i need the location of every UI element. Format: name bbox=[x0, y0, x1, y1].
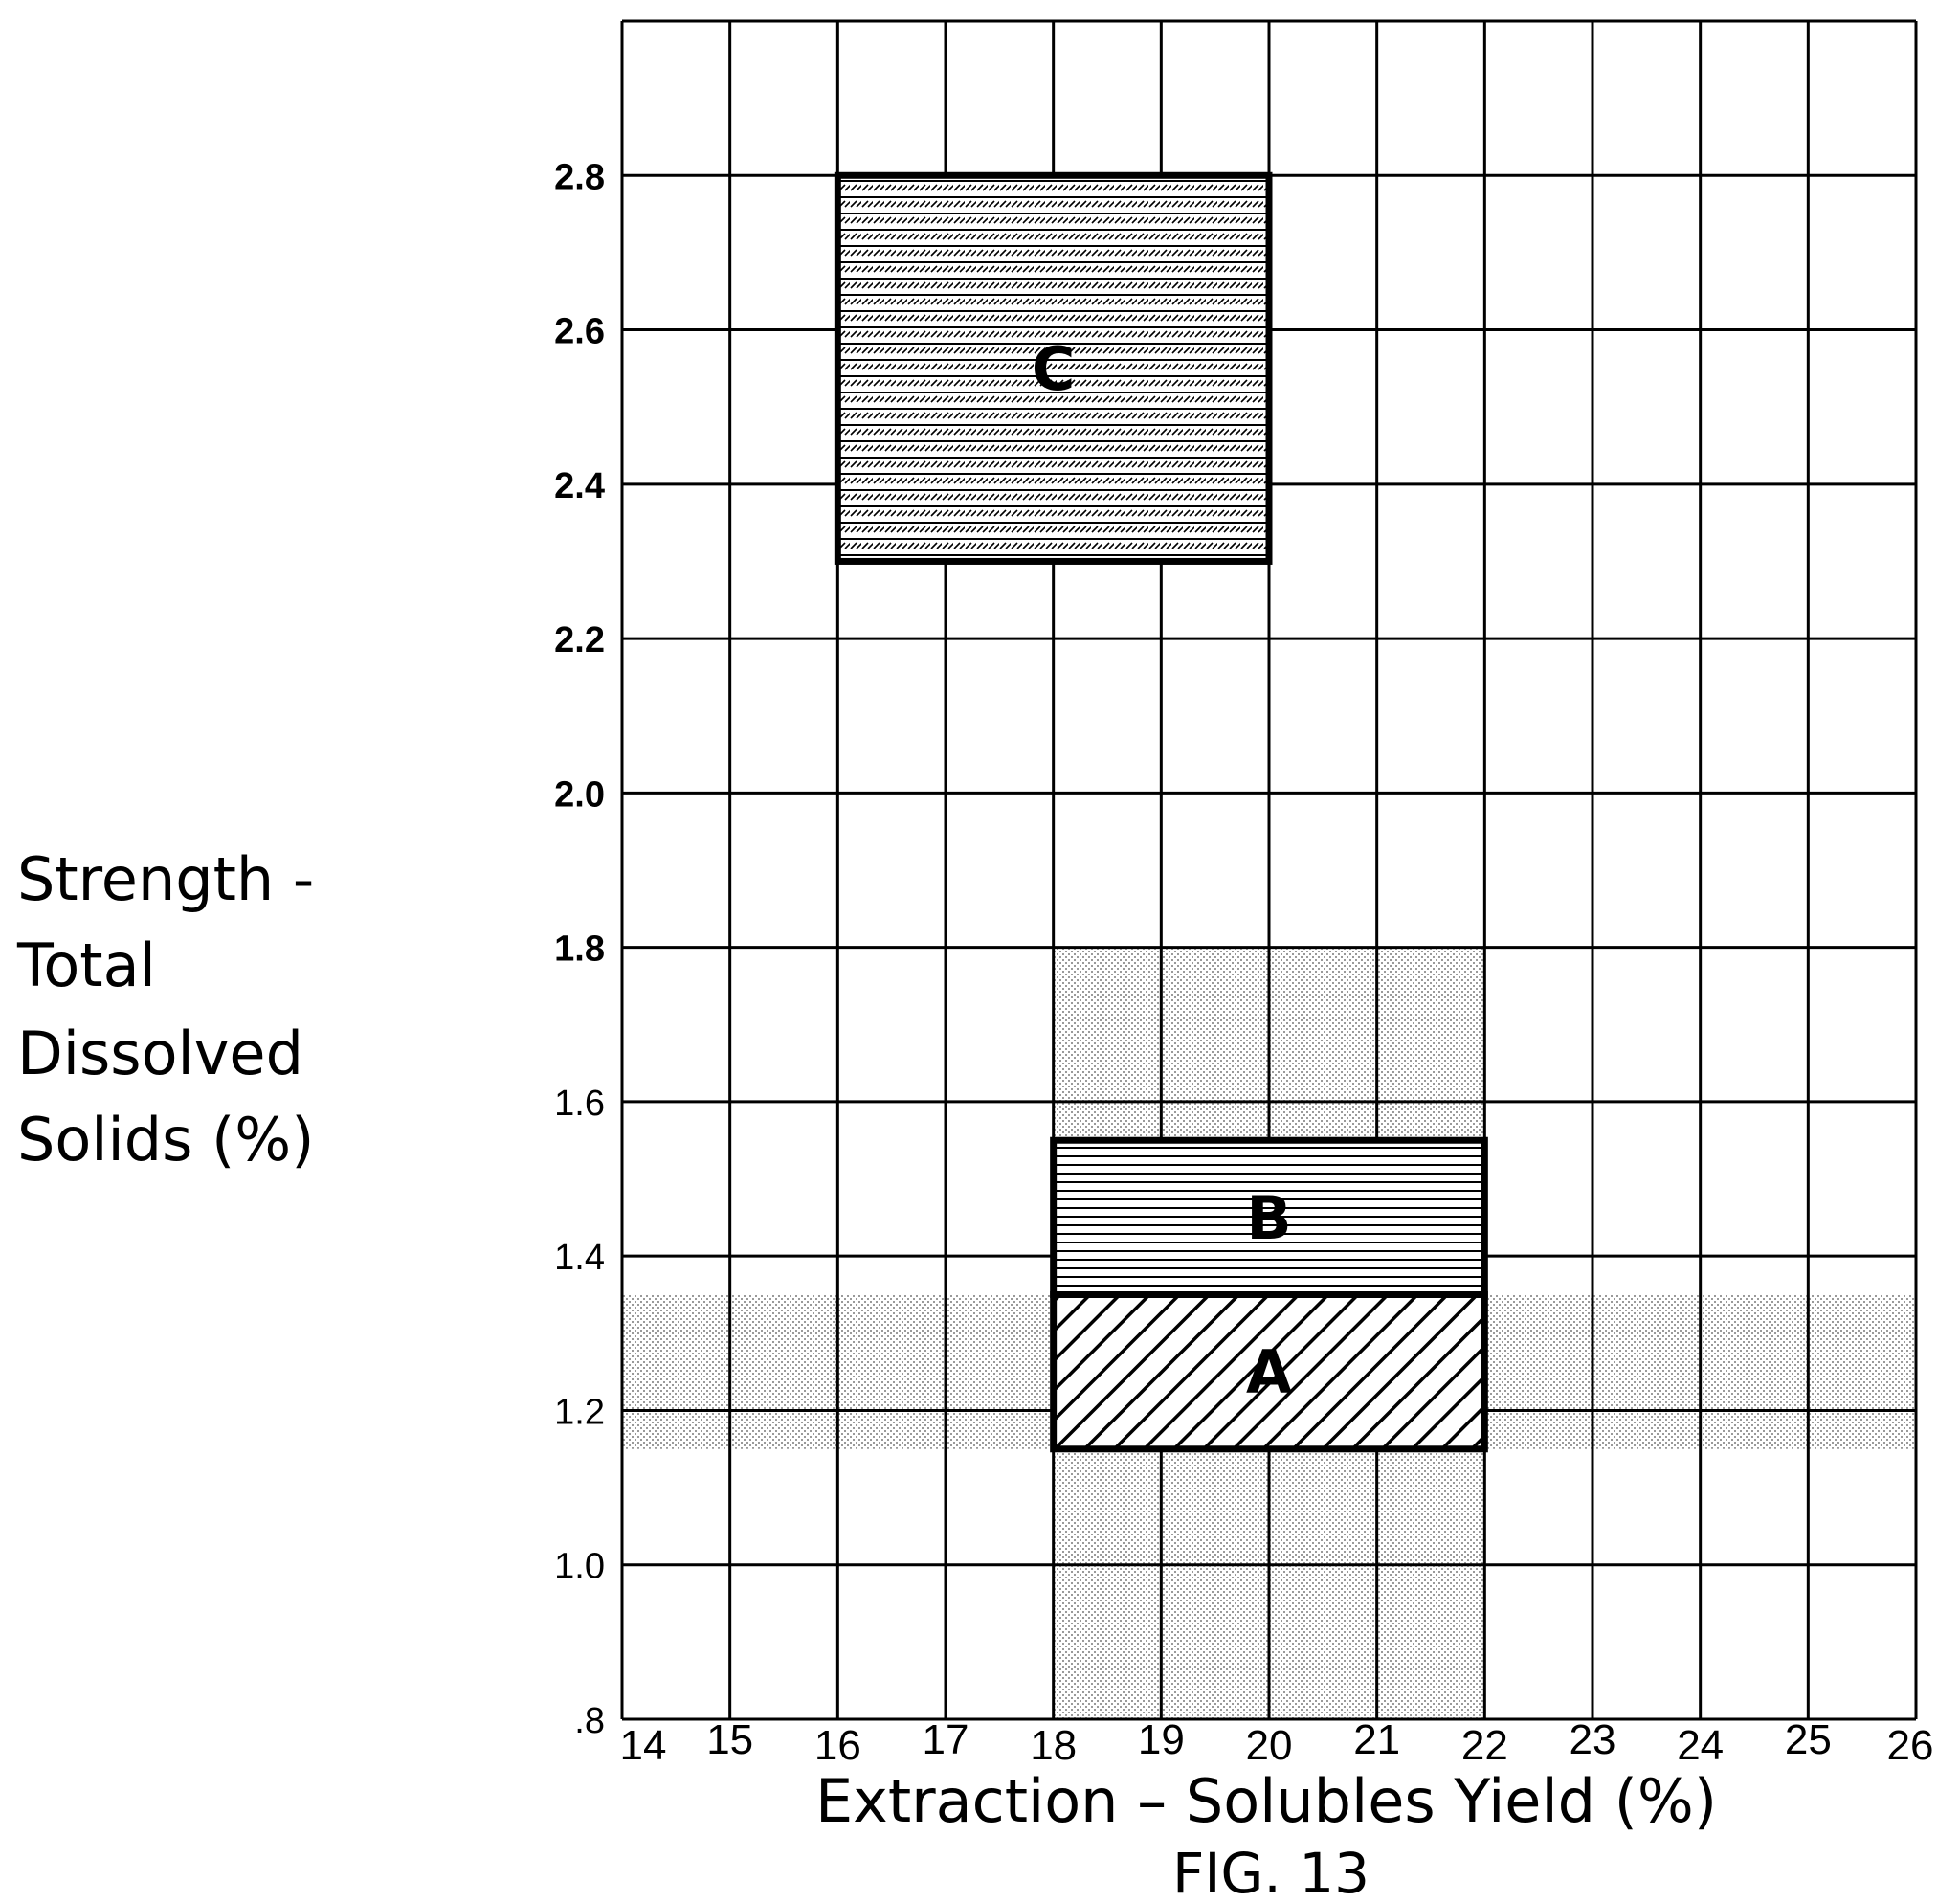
tick-labels: .8 1.0 1.2 1.4 1.6 1.8 2.0 2.2 2.4 2.6 2.8 14 15 16 17… bbox=[554, 157, 1933, 1769]
y-tick-label: 2.4 bbox=[554, 466, 605, 506]
x-tick-label: 16 bbox=[814, 1722, 861, 1769]
x-tick-label: 14 bbox=[620, 1722, 667, 1769]
y-tick-label: 1.0 bbox=[554, 1547, 605, 1587]
y-tick-label: 1.4 bbox=[554, 1238, 605, 1278]
x-tick-label: 25 bbox=[1785, 1716, 1832, 1763]
region-c-border bbox=[834, 171, 1273, 565]
y-tick-label: 1.2 bbox=[554, 1392, 605, 1432]
x-tick-label: 23 bbox=[1570, 1716, 1616, 1763]
x-tick-label: 26 bbox=[1887, 1722, 1934, 1769]
region-b-label: B bbox=[1246, 1183, 1291, 1253]
y-axis-label-line-1: Strength - bbox=[17, 844, 314, 914]
y-tick-label: 2.0 bbox=[554, 774, 605, 815]
y-tick-label: .8 bbox=[574, 1701, 605, 1741]
region-c-label: C bbox=[1032, 334, 1076, 404]
x-tick-label: 17 bbox=[923, 1716, 969, 1763]
region-a-label: A bbox=[1246, 1337, 1292, 1407]
x-tick-label: 20 bbox=[1246, 1722, 1293, 1769]
x-tick-label: 21 bbox=[1353, 1716, 1400, 1763]
y-tick-label: 1.8 bbox=[554, 929, 605, 970]
y-tick-label: 2.2 bbox=[554, 620, 605, 660]
region-b-fill bbox=[1053, 1140, 1485, 1295]
region-a-fill bbox=[1053, 1294, 1485, 1449]
y-tick-label: 1.6 bbox=[554, 1084, 605, 1124]
y-axis-label-line-2: Total bbox=[16, 930, 156, 1000]
x-tick-label: 22 bbox=[1461, 1722, 1508, 1769]
y-tick-label: 2.6 bbox=[554, 312, 605, 352]
regions: A B C bbox=[834, 171, 1488, 1453]
x-tick-label: 15 bbox=[706, 1716, 753, 1763]
region-c-fill bbox=[837, 175, 1269, 562]
region-b-border bbox=[1050, 1136, 1488, 1299]
x-tick-label: 18 bbox=[1030, 1722, 1077, 1769]
y-tick-label: 2.8 bbox=[554, 157, 605, 197]
x-tick-label: 19 bbox=[1138, 1716, 1185, 1763]
y-axis-label-line-3: Dissolved bbox=[17, 1019, 303, 1088]
x-tick-label: 24 bbox=[1677, 1722, 1724, 1769]
figure-label: FIG. 13 bbox=[1172, 1841, 1370, 1903]
x-axis-label: Extraction – Solubles Yield (%) bbox=[815, 1766, 1717, 1836]
y-axis-label-line-4: Solids (%) bbox=[17, 1105, 314, 1175]
